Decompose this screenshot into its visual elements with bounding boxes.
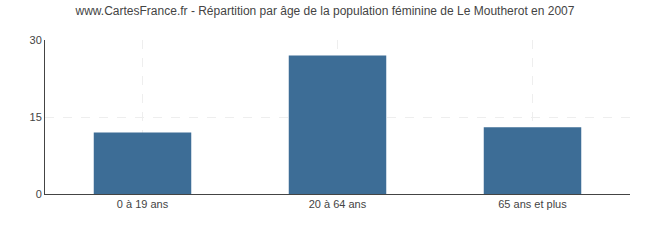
- svg-text:65 ans et plus: 65 ans et plus: [498, 198, 567, 210]
- svg-text:30: 30: [30, 34, 42, 46]
- svg-text:0: 0: [36, 188, 42, 200]
- svg-text:0 à 19 ans: 0 à 19 ans: [117, 198, 169, 210]
- svg-text:20 à 64 ans: 20 à 64 ans: [309, 198, 367, 210]
- svg-text:www.CartesFrance.fr - Répartit: www.CartesFrance.fr - Répartition par âg…: [75, 4, 575, 18]
- svg-text:15: 15: [30, 111, 42, 123]
